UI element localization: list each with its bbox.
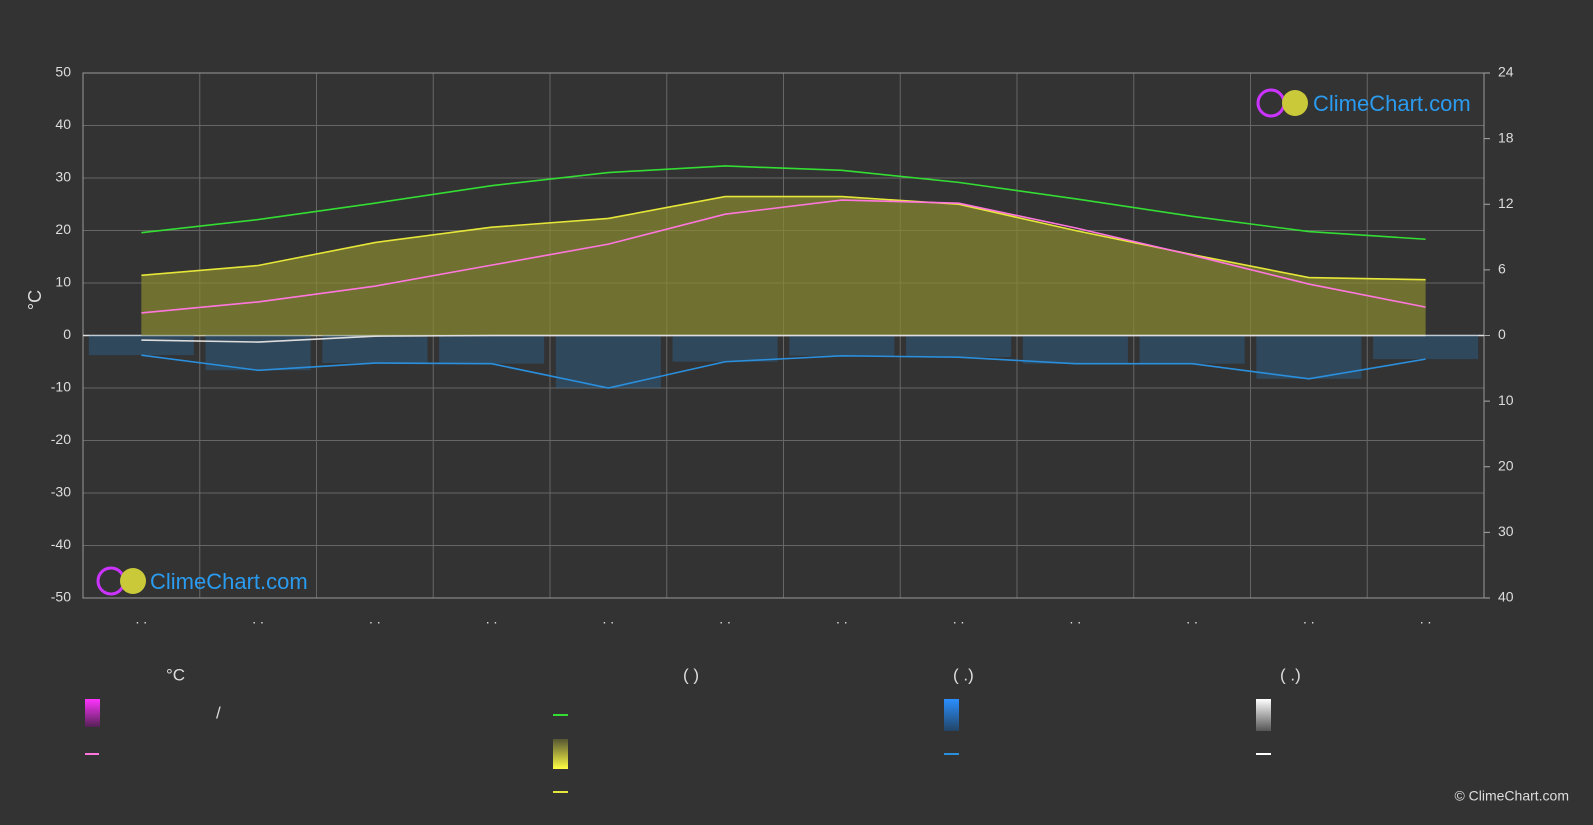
y2-tick-label: 6: [1498, 261, 1506, 277]
copyright: © ClimeChart.com: [1454, 788, 1569, 804]
x-tick-label: . .: [252, 611, 264, 627]
precipitation-bar: [1139, 335, 1245, 364]
logo-icon: [1256, 88, 1286, 118]
y-tick-label: -40: [51, 536, 71, 552]
legend-header: ( ): [683, 665, 699, 684]
legend-swatch: [1256, 699, 1271, 731]
precipitation-bar: [88, 335, 194, 356]
y-tick-label: 50: [55, 64, 71, 80]
x-tick-label: . .: [1303, 611, 1315, 627]
y-axis-label: °C: [25, 290, 45, 310]
y-tick-label: -50: [51, 589, 71, 605]
x-tick-label: . .: [953, 611, 965, 627]
y-tick-label: 40: [55, 116, 71, 132]
precipitation-bar: [1373, 335, 1479, 360]
x-tick-label: . .: [603, 611, 615, 627]
y3-tick-label: 30: [1498, 523, 1514, 539]
y2-tick-label: 12: [1498, 195, 1514, 211]
precipitation-bar: [322, 335, 428, 364]
logo: ClimeChart.com ClimeChart.com: [96, 88, 1471, 596]
logo-text: ClimeChart.com: [1313, 91, 1471, 116]
plot: 50 40 30 20 10 0 -10 -20 -30 -40 -50 24 18 12 6 0 10 20 30…: [51, 64, 1514, 627]
y-tick-label: -20: [51, 431, 71, 447]
y-tick-label: 30: [55, 169, 71, 185]
series-line: [141, 165, 1426, 241]
y2-tick-label: 18: [1498, 129, 1514, 145]
legend-header: ( .): [1280, 665, 1301, 684]
y2-tick-label: 0: [1498, 326, 1506, 342]
logo-text: ClimeChart.com: [150, 569, 308, 594]
series-line: [141, 354, 1426, 389]
legend-text: /: [216, 703, 221, 722]
y-tick-label: 0: [63, 326, 71, 342]
legend-swatch: [85, 699, 100, 727]
legend-swatch: [553, 739, 568, 769]
series-line: [141, 195, 1426, 281]
precipitation-bar: [789, 335, 895, 356]
legend: °C ( ) ( .) ( .) /: [85, 665, 1301, 793]
legend-swatch: [944, 699, 959, 731]
y2-tick-label: 24: [1498, 64, 1514, 80]
series-line: [141, 334, 1426, 343]
logo-icon: [1282, 90, 1308, 116]
x-tick-label: . .: [719, 611, 731, 627]
precipitation-bar: [555, 335, 661, 388]
y-tick-label: 20: [55, 221, 71, 237]
precipitation-bar: [1022, 335, 1128, 364]
x-tick-label: . .: [369, 611, 381, 627]
logo-icon: [120, 568, 146, 594]
y-tick-label: -30: [51, 484, 71, 500]
x-tick-label: . .: [1420, 611, 1432, 627]
y-tick-label: -10: [51, 379, 71, 395]
y-tick-label: 10: [55, 274, 71, 290]
precipitation-bar: [672, 335, 778, 362]
legend-header: ( .): [953, 665, 974, 684]
x-tick-label: . .: [486, 611, 498, 627]
x-tick-label: . .: [1070, 611, 1082, 627]
y3-tick-label: 10: [1498, 392, 1514, 408]
precipitation-bar: [906, 335, 1012, 358]
x-tick-label: . .: [136, 611, 148, 627]
x-tick-label: . .: [1186, 611, 1198, 627]
y3-tick-label: 40: [1498, 589, 1514, 605]
precipitation-bar: [439, 335, 545, 364]
x-tick-label: . .: [836, 611, 848, 627]
legend-header: °C: [166, 665, 185, 684]
precipitation-bar: [1256, 335, 1362, 379]
series-line: [141, 199, 1426, 314]
y3-tick-label: 20: [1498, 457, 1514, 473]
